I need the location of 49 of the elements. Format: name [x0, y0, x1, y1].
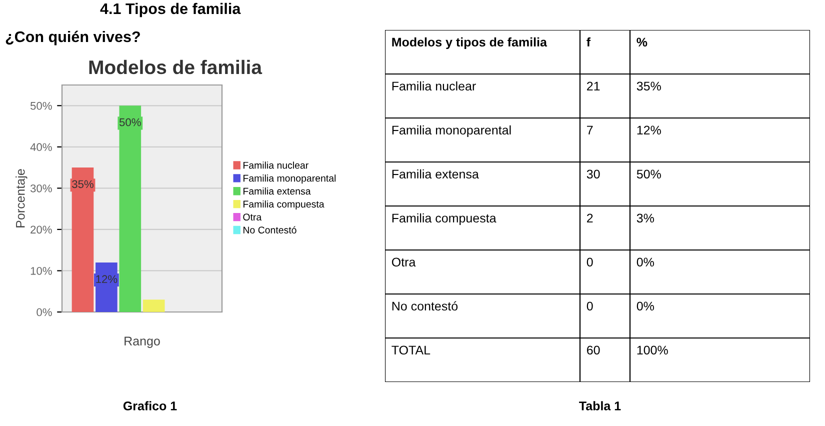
text: 100%	[637, 346, 668, 355]
y-axis-title: Porcentaje	[16, 169, 28, 228]
category-label: Otra	[392, 258, 416, 267]
legend-label: Familia nuclear	[244, 162, 308, 169]
text: 3%	[636, 214, 654, 223]
text: 35%	[636, 82, 661, 91]
text: 7	[587, 126, 593, 134]
text: 0	[586, 258, 593, 267]
data-label: 50%	[119, 118, 141, 126]
text: 60	[587, 346, 600, 355]
bar	[72, 168, 94, 312]
legend-label: No Contestó	[244, 226, 296, 234]
chart-title: Modelos de familia	[89, 60, 262, 74]
category-label: TOTAL	[392, 346, 430, 355]
text: ¿Con quién vives?	[6, 30, 140, 46]
y-tick-label: 10%	[30, 266, 52, 275]
category-label: Familia compuesta	[392, 213, 496, 226]
text: 4.1 Tipos de familia	[100, 2, 241, 18]
legend-label: Familia monoparental	[244, 174, 336, 184]
y-tick-label: 0%	[36, 308, 52, 316]
x-axis-title: Rango	[124, 336, 160, 348]
category-label: %	[636, 38, 648, 47]
data-label: 12%	[96, 275, 118, 283]
category-label: f	[586, 37, 591, 46]
legend-label: Otra	[243, 214, 262, 221]
text: 0	[586, 302, 593, 311]
bar	[119, 106, 142, 312]
category-label: Familia nuclear	[392, 81, 476, 91]
text: 2	[587, 214, 593, 222]
text: 21	[587, 82, 600, 90]
text: 0%	[636, 258, 654, 267]
category-label: No contestó	[392, 301, 458, 311]
y-tick-label: 40%	[30, 143, 52, 152]
y-tick-label: 50%	[30, 102, 52, 110]
category-label: Familia monoparental	[392, 125, 511, 138]
legend-label: Familia compuesta	[244, 200, 324, 210]
text: 12%	[637, 126, 661, 135]
category-label: Modelos y tipos de familia	[392, 37, 548, 50]
legend-label: Familia extensa	[244, 187, 311, 195]
y-tick-label: 20%	[30, 226, 52, 234]
text: 0%	[636, 302, 654, 311]
text: Tabla 1	[579, 401, 621, 410]
data-label: 35%	[72, 180, 94, 188]
text: Grafico 1	[123, 401, 177, 410]
text: 30	[586, 170, 600, 179]
y-tick-label: 30%	[30, 184, 52, 192]
bar	[142, 300, 165, 312]
category-label: Familia extensa	[392, 169, 479, 179]
text: 50%	[636, 170, 661, 179]
